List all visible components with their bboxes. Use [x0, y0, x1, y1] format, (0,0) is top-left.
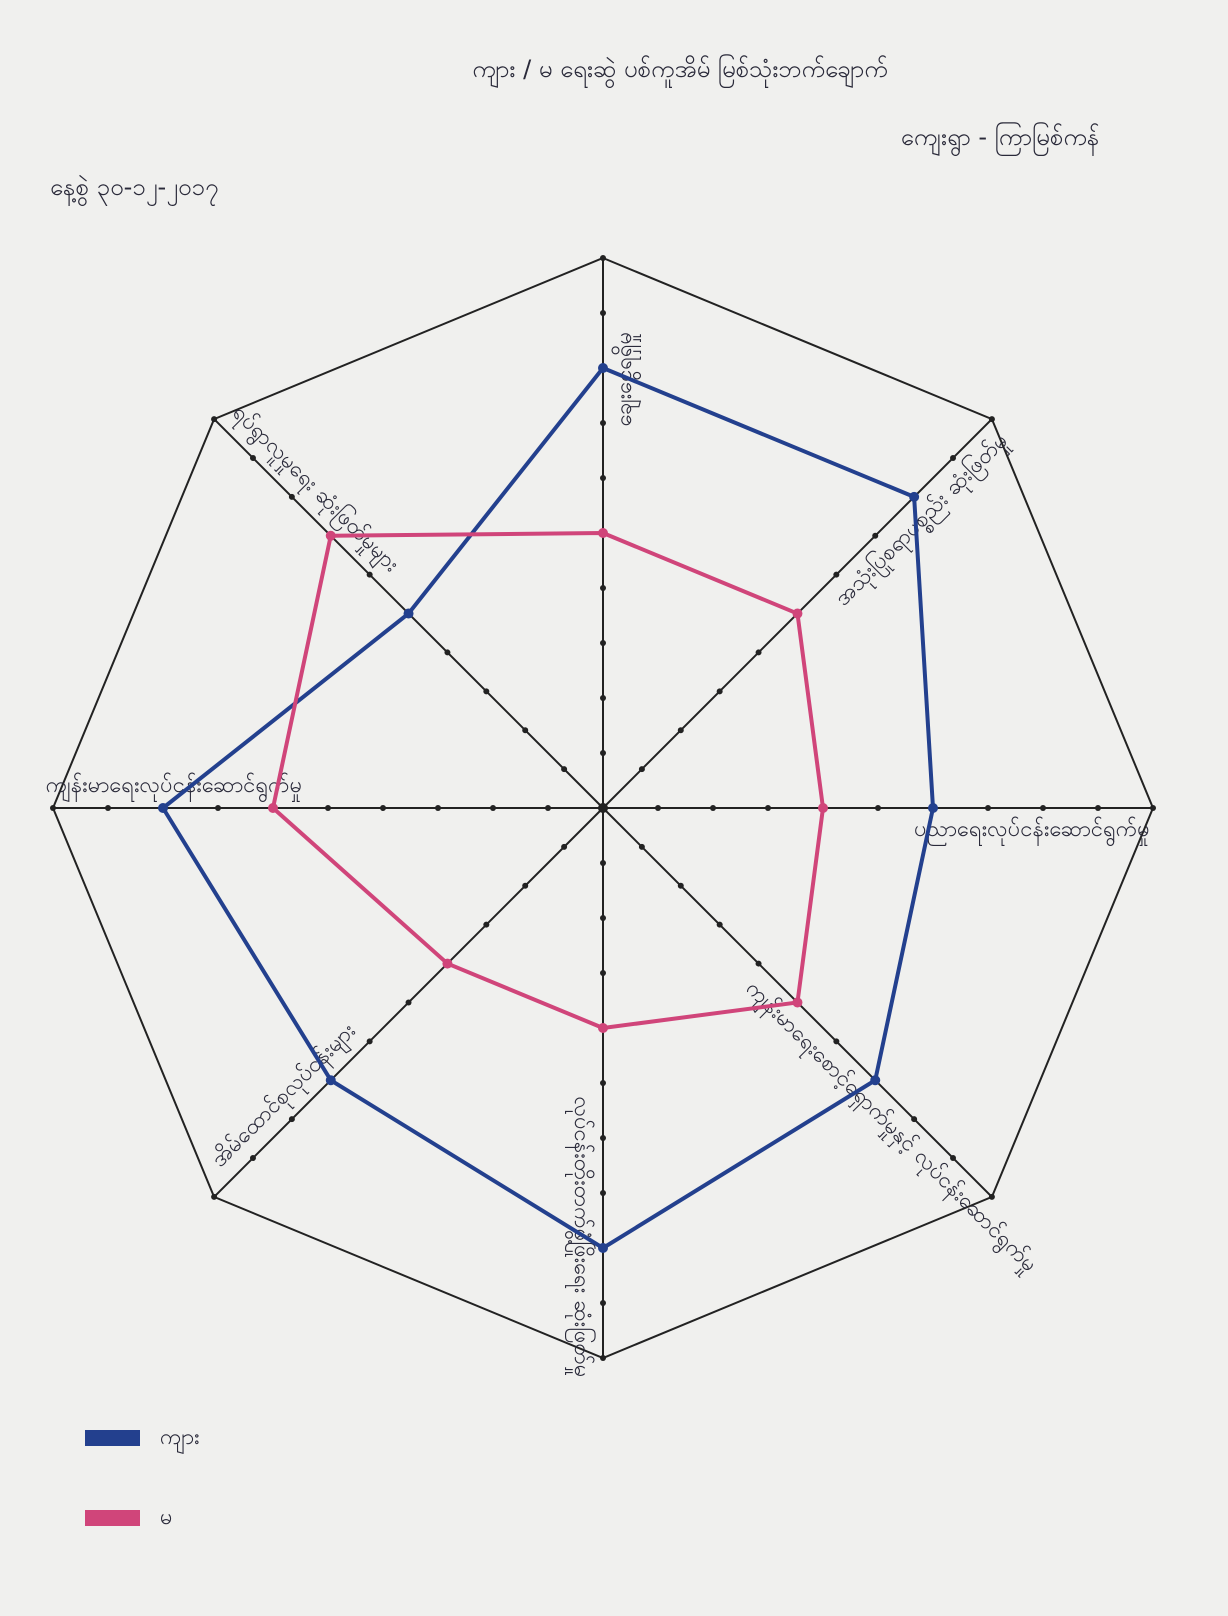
tick-dot	[988, 416, 995, 423]
tick-dot	[600, 255, 606, 261]
series-point	[928, 803, 938, 813]
tick-dot	[600, 1135, 606, 1141]
series-point	[818, 803, 828, 813]
tick-dot	[211, 416, 218, 423]
tick-dot	[600, 1355, 606, 1361]
tick-dot	[677, 882, 684, 889]
tick-dot	[600, 640, 606, 646]
tick-dot	[677, 727, 684, 734]
tick-dot	[600, 915, 606, 921]
legend-label: ကျား	[160, 1425, 200, 1454]
tick-dot	[985, 805, 991, 811]
tick-dot	[600, 420, 606, 426]
tick-dot	[600, 1190, 606, 1196]
tick-dot	[716, 921, 723, 928]
tick-dot	[444, 649, 451, 656]
tick-dot	[1150, 805, 1156, 811]
series-point	[792, 997, 803, 1008]
tick-dot	[833, 571, 840, 578]
series-point	[870, 1075, 881, 1086]
series-point	[442, 958, 453, 969]
center-dot	[598, 803, 608, 813]
tick-dot	[872, 532, 879, 539]
tick-dot	[950, 1155, 957, 1162]
series-point	[325, 530, 336, 541]
tick-dot	[875, 805, 881, 811]
tick-dot	[655, 805, 661, 811]
tick-dot	[249, 1155, 256, 1162]
tick-dot	[483, 921, 490, 928]
tick-dot	[950, 454, 957, 461]
tick-dot	[561, 766, 568, 773]
tick-dot	[211, 1193, 218, 1200]
tick-dot	[522, 882, 529, 889]
tick-dot	[405, 999, 412, 1006]
tick-dot	[716, 688, 723, 695]
tick-dot	[1095, 805, 1101, 811]
tick-dot	[288, 1116, 295, 1123]
series-point	[158, 803, 168, 813]
series-point	[598, 1023, 608, 1033]
tick-dot	[561, 843, 568, 850]
tick-dot	[50, 805, 56, 811]
tick-dot	[833, 1038, 840, 1045]
tick-dot	[380, 805, 386, 811]
tick-dot	[1040, 805, 1046, 811]
tick-dot	[545, 805, 551, 811]
series-point	[598, 1243, 608, 1253]
tick-dot	[249, 454, 256, 461]
tick-dot	[600, 695, 606, 701]
series-point	[598, 528, 608, 538]
series-point	[325, 1075, 336, 1086]
series-point	[403, 608, 414, 619]
tick-dot	[600, 1300, 606, 1306]
tick-dot	[288, 493, 295, 500]
tick-dot	[600, 1080, 606, 1086]
tick-dot	[105, 805, 111, 811]
tick-dot	[600, 475, 606, 481]
tick-dot	[988, 1193, 995, 1200]
axis-label: ပညာရေးလုပ်ငန်းဆောင်ရွက်မှု	[914, 816, 1150, 847]
series-point	[598, 363, 608, 373]
tick-dot	[911, 1116, 918, 1123]
legend-swatch	[85, 1510, 140, 1526]
legend-swatch	[85, 1430, 140, 1446]
series-point	[268, 803, 278, 813]
tick-dot	[638, 766, 645, 773]
tick-dot	[215, 805, 221, 811]
tick-dot	[600, 585, 606, 591]
tick-dot	[366, 571, 373, 578]
tick-dot	[600, 750, 606, 756]
series-point	[909, 491, 920, 502]
tick-dot	[600, 970, 606, 976]
tick-dot	[325, 805, 331, 811]
tick-dot	[522, 727, 529, 734]
tick-dot	[483, 688, 490, 695]
tick-dot	[435, 805, 441, 811]
tick-dot	[638, 843, 645, 850]
tick-dot	[366, 1038, 373, 1045]
legend-label: မ	[160, 1505, 173, 1530]
tick-dot	[710, 805, 716, 811]
tick-dot	[600, 310, 606, 316]
tick-dot	[755, 649, 762, 656]
tick-dot	[765, 805, 771, 811]
tick-dot	[600, 860, 606, 866]
series-point	[792, 608, 803, 619]
tick-dot	[755, 960, 762, 967]
tick-dot	[490, 805, 496, 811]
axis-label: လုပ်ငန်းတိုးတက်ဖွံ့ဖြိုးရေး ဆုံးဖြတ်မှု	[564, 1097, 596, 1378]
